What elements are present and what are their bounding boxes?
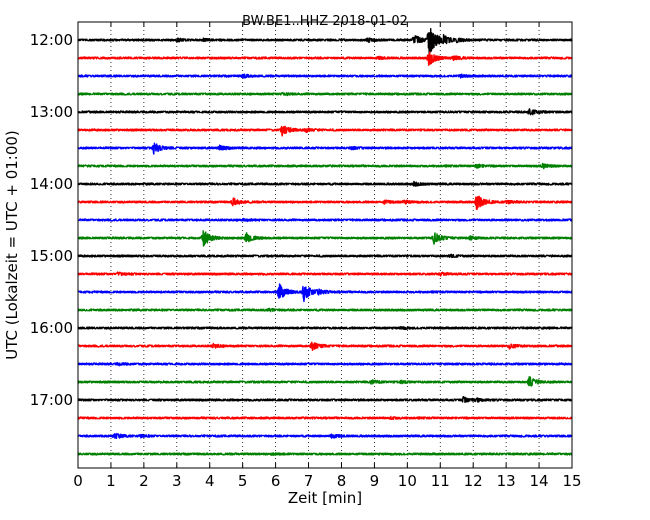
trace-row-1730 xyxy=(77,432,573,439)
trace-row-1330 xyxy=(77,142,573,155)
trace-row-1700 xyxy=(77,396,573,404)
x-tick-label: 12 xyxy=(464,472,483,490)
trace-row-1615 xyxy=(77,341,573,351)
y-tick-label: 15:00 xyxy=(30,247,73,265)
trace-row-1215 xyxy=(77,51,573,66)
trace-row-1300 xyxy=(77,108,573,116)
x-tick-label: 14 xyxy=(530,472,549,490)
y-tick-label: 13:00 xyxy=(30,103,73,121)
x-tick-label: 3 xyxy=(172,472,182,490)
trace-row-1200 xyxy=(77,28,573,57)
x-tick-label: 8 xyxy=(337,472,347,490)
trace-row-1230 xyxy=(77,73,573,79)
x-tick-label: 7 xyxy=(304,472,314,490)
x-tick-label: 11 xyxy=(431,472,450,490)
trace-row-1400 xyxy=(77,180,573,187)
x-tick-label: 10 xyxy=(398,472,417,490)
x-axis-title: Zeit [min] xyxy=(288,489,362,507)
y-tick-label: 14:00 xyxy=(30,175,73,193)
trace-row-1415 xyxy=(77,195,573,211)
seismic-traces xyxy=(77,28,573,456)
y-tick-label: 17:00 xyxy=(30,391,73,409)
x-tick-label: 15 xyxy=(562,472,581,490)
trace-row-1630 xyxy=(77,361,573,367)
trace-row-1315 xyxy=(77,125,573,137)
trace-row-1645 xyxy=(77,376,573,387)
x-tick-label: 1 xyxy=(106,472,116,490)
trace-row-1715 xyxy=(77,415,573,420)
trace-row-1430 xyxy=(77,217,573,223)
trace-row-1545 xyxy=(77,307,573,313)
trace-row-1445 xyxy=(77,230,573,247)
axis-ticks: 0 1 2 3 4 5 6 7 8 9 10 11 12 13 14 1512:0013:0014:0015:… xyxy=(30,22,582,490)
trace-row-1745 xyxy=(77,452,573,456)
y-tick-label: 12:00 xyxy=(30,31,73,49)
trace-row-1500 xyxy=(77,253,573,259)
x-tick-label: 4 xyxy=(205,472,215,490)
x-tick-label: 0 xyxy=(73,472,83,490)
trace-row-1600 xyxy=(77,325,573,331)
x-tick-label: 5 xyxy=(238,472,248,490)
y-tick-label: 16:00 xyxy=(30,319,73,337)
trace-row-1245 xyxy=(77,91,573,97)
trace-row-1515 xyxy=(77,271,573,277)
trace-row-1345 xyxy=(77,162,573,170)
trace-row-1530 xyxy=(77,283,573,303)
x-tick-label: 6 xyxy=(271,472,281,490)
x-tick-label: 13 xyxy=(497,472,516,490)
y-axis-title: UTC (Lokalzeit = UTC + 01:00) xyxy=(3,130,21,360)
x-tick-label: 9 xyxy=(370,472,380,490)
x-tick-label: 2 xyxy=(139,472,149,490)
plot-frame xyxy=(77,21,573,469)
